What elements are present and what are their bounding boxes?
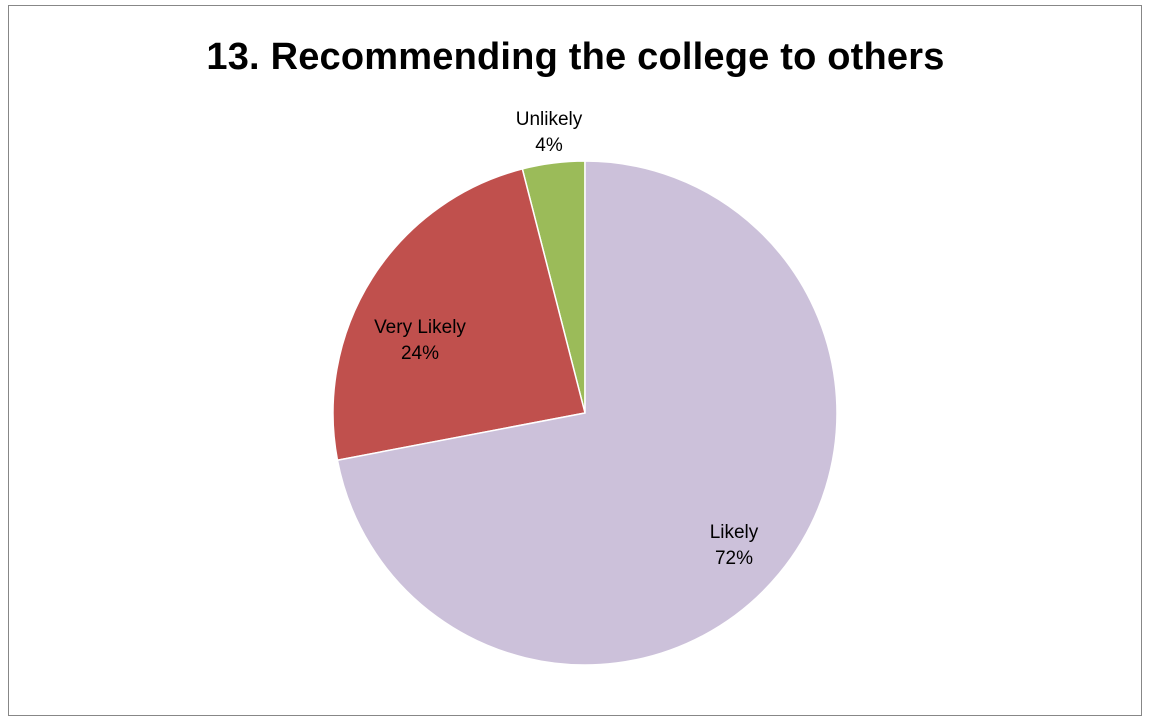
data-label-category: Likely — [710, 522, 759, 543]
data-label-category: Very Likely — [374, 317, 466, 338]
data-label-percent: 24% — [401, 343, 439, 364]
data-label-category: Unlikely — [516, 109, 583, 130]
data-label-percent: 4% — [535, 135, 563, 156]
pie-slice-very-likely — [332, 168, 586, 462]
chart-title: 13. Recommending the college to others — [206, 36, 945, 78]
data-label-percent: 72% — [715, 548, 753, 569]
pie-slice-likely — [336, 160, 838, 666]
